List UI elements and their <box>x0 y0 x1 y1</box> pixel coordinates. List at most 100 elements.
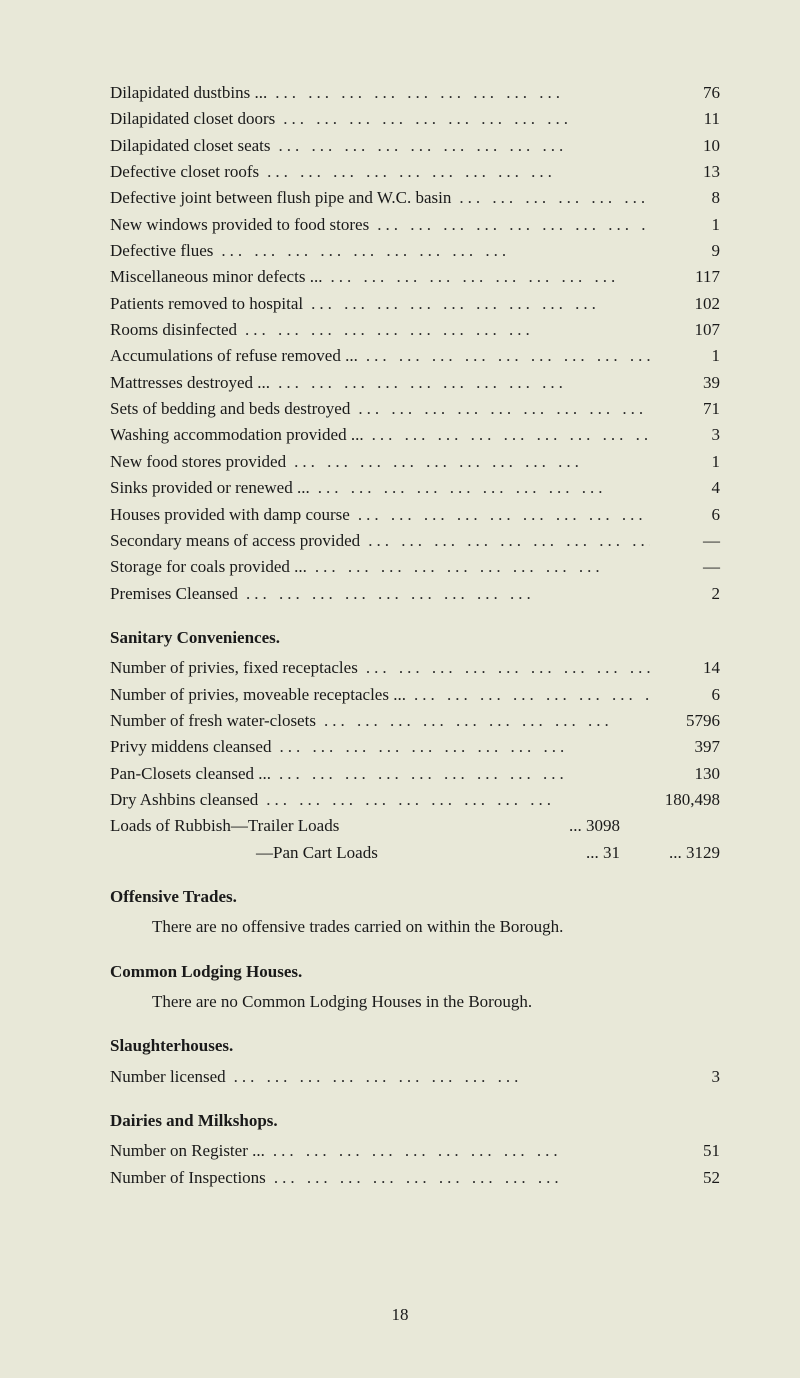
loads-pan-mid: ... 31 <box>378 840 650 866</box>
row-value: 180,498 <box>650 787 720 813</box>
dot-leader: ... ... ... ... ... ... ... ... ... <box>358 343 650 369</box>
row-value: 71 <box>650 396 720 422</box>
section-slaughter-head: Slaughterhouses. <box>110 1033 720 1059</box>
row-value: 51 <box>650 1138 720 1164</box>
dot-leader: ... ... ... ... ... ... ... ... ... <box>406 682 650 708</box>
dot-leader: ... ... ... ... ... ... ... ... ... <box>322 264 650 290</box>
row-label: Storage for coals provided ... <box>110 554 307 580</box>
list-row: Houses provided with damp course... ... … <box>110 502 720 528</box>
row-value: 5796 <box>650 708 720 734</box>
row-value: 1 <box>650 343 720 369</box>
list-row: Pan-Closets cleansed ...... ... ... ... … <box>110 761 720 787</box>
list-row: Number on Register ...... ... ... ... ..… <box>110 1138 720 1164</box>
list-row: Dilapidated closet seats... ... ... ... … <box>110 133 720 159</box>
row-label: Sets of bedding and beds destroyed <box>110 396 350 422</box>
row-value: 117 <box>650 264 720 290</box>
dot-leader: ... ... ... ... ... ... ... ... ... <box>350 396 650 422</box>
list-row: Number of fresh water-closets... ... ...… <box>110 708 720 734</box>
list-row: Number of privies, fixed receptacles... … <box>110 655 720 681</box>
list-block-2: Number of privies, fixed receptacles... … <box>110 655 720 813</box>
dot-leader: ... ... ... ... ... ... ... ... ... <box>258 787 650 813</box>
slaughter-row: Number licensed ... ... ... ... ... ... … <box>110 1064 720 1090</box>
row-value: 1 <box>650 212 720 238</box>
loads-pan-value: ... 3129 <box>650 840 720 866</box>
list-row: Premises Cleansed... ... ... ... ... ...… <box>110 581 720 607</box>
loads-pan-row: —Pan Cart Loads ... 31 ... 3129 <box>110 840 720 866</box>
dot-leader: ... ... ... ... ... ... ... ... ... <box>360 528 650 554</box>
row-value: — <box>650 554 720 580</box>
dot-leader: ... ... ... ... ... ... ... ... ... <box>350 502 650 528</box>
row-label: Privy middens cleansed <box>110 734 271 760</box>
dot-leader: ... ... ... ... ... ... ... ... ... <box>271 734 650 760</box>
section-dairy-head: Dairies and Milkshops. <box>110 1108 720 1134</box>
row-value: 52 <box>650 1165 720 1191</box>
list-row: Mattresses destroyed ...... ... ... ... … <box>110 370 720 396</box>
list-row: Accumulations of refuse removed ...... .… <box>110 343 720 369</box>
dot-leader: ... ... ... ... ... ... ... ... ... <box>238 581 650 607</box>
list-block-1: Dilapidated dustbins ... ... ... ... ... … <box>110 80 720 607</box>
row-label: Defective closet roofs <box>110 159 259 185</box>
row-label: Defective joint between flush pipe and W… <box>110 185 451 211</box>
list-row: Washing accommodation provided ...... ..… <box>110 422 720 448</box>
list-row: Secondary means of access provided... ..… <box>110 528 720 554</box>
row-label: Number of privies, moveable receptacles … <box>110 682 406 708</box>
loads-pan-label: —Pan Cart Loads <box>256 840 378 866</box>
list-row: Rooms disinfected... ... ... ... ... ...… <box>110 317 720 343</box>
row-label: Number of privies, fixed receptacles <box>110 655 358 681</box>
dot-leader: ... ... ... ... ... ... ... ... ... <box>213 238 650 264</box>
row-label: Patients removed to hospital <box>110 291 303 317</box>
row-value: 130 <box>650 761 720 787</box>
row-label: Accumulations of refuse removed ... <box>110 343 358 369</box>
row-value: 6 <box>650 502 720 528</box>
dot-leader: ... ... ... ... ... ... ... ... ... <box>286 449 650 475</box>
list-block-3: Number on Register ...... ... ... ... ..… <box>110 1138 720 1191</box>
slaughter-label: Number licensed <box>110 1064 226 1090</box>
list-row: Defective closet roofs... ... ... ... ..… <box>110 159 720 185</box>
row-label: New windows provided to food stores <box>110 212 369 238</box>
list-row: Miscellaneous minor defects ...... ... .… <box>110 264 720 290</box>
dot-leader: ... ... ... ... ... ... ... ... ... <box>307 554 650 580</box>
row-label: Number of Inspections <box>110 1165 266 1191</box>
row-label: Defective flues <box>110 238 213 264</box>
loads-trailer-row: Loads of Rubbish—Trailer Loads ... 3098 <box>110 813 720 839</box>
list-row: Number of Inspections... ... ... ... ...… <box>110 1165 720 1191</box>
row-value: 13 <box>650 159 720 185</box>
dot-leader: ... ... ... ... ... ... ... ... ... <box>265 1138 650 1164</box>
list-row: Privy middens cleansed... ... ... ... ..… <box>110 734 720 760</box>
row-value: 6 <box>650 682 720 708</box>
row-label: Dilapidated closet seats <box>110 133 271 159</box>
dot-leader: ... ... ... ... ... ... ... ... ... <box>237 317 650 343</box>
row-value: 397 <box>650 734 720 760</box>
dot-leader: ... ... ... ... ... ... ... ... ... <box>271 133 650 159</box>
loads-trailer-mid: ... 3098 <box>339 813 650 839</box>
dot-leader: ... ... ... ... ... ... ... ... ... <box>364 422 650 448</box>
list-row: Defective flues... ... ... ... ... ... .… <box>110 238 720 264</box>
list-row: Number of privies, moveable receptacles … <box>110 682 720 708</box>
list-row: Storage for coals provided ...... ... ..… <box>110 554 720 580</box>
row-value: 76 <box>650 80 720 106</box>
row-label: Dilapidated dustbins ... <box>110 80 267 106</box>
row-value: 10 <box>650 133 720 159</box>
section-sanitary-head: Sanitary Conveniences. <box>110 625 720 651</box>
row-label: New food stores provided <box>110 449 286 475</box>
dot-leader: ... ... ... ... ... ... ... ... ... <box>369 212 650 238</box>
dot-leader: ... ... ... ... ... ... ... ... ... <box>451 185 650 211</box>
row-label: Dry Ashbins cleansed <box>110 787 258 813</box>
dot-leader: ... ... ... ... ... ... ... ... ... <box>303 291 650 317</box>
row-value: 2 <box>650 581 720 607</box>
row-label: Number of fresh water-closets <box>110 708 316 734</box>
list-row: New windows provided to food stores... .… <box>110 212 720 238</box>
document-page: Dilapidated dustbins ... ... ... ... ... … <box>0 0 800 1378</box>
row-value: 8 <box>650 185 720 211</box>
list-row: Defective joint between flush pipe and W… <box>110 185 720 211</box>
loads-trailer-label: Loads of Rubbish—Trailer Loads <box>110 813 339 839</box>
dot-leader: ... ... ... ... ... ... ... ... ... <box>266 1165 650 1191</box>
row-value: 39 <box>650 370 720 396</box>
dot-leader: ... ... ... ... ... ... ... ... ... <box>358 655 650 681</box>
row-value: 1 <box>650 449 720 475</box>
offensive-para: There are no offensive trades carried on… <box>110 914 720 940</box>
dot-leader: ... ... ... ... ... ... ... ... ... <box>271 761 650 787</box>
list-row: Dry Ashbins cleansed... ... ... ... ... … <box>110 787 720 813</box>
row-value: 107 <box>650 317 720 343</box>
row-label: Pan-Closets cleansed ... <box>110 761 271 787</box>
